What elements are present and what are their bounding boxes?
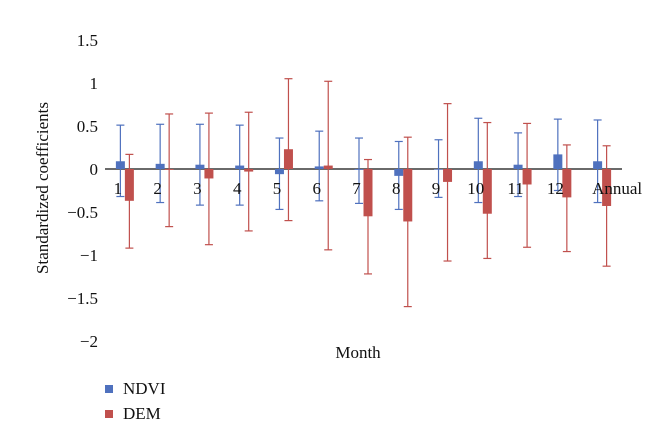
y-tick-label: −1.5 [67,289,98,308]
y-tick-label: 1.5 [77,31,98,50]
error-bar-ndvi [474,117,483,204]
x-tick-label: 6 [312,179,321,198]
x-tick-label: 8 [392,179,401,198]
error-bar-ndvi [156,123,165,204]
legend-item-dem: DEM [105,401,166,426]
y-tick-label: −0.5 [67,203,98,222]
error-bar-ndvi [593,119,602,204]
x-tick-label: 10 [467,179,484,198]
x-axis-label: Month [335,343,381,362]
legend-swatch-ndvi [105,384,113,393]
x-tick-label: 12 [547,179,564,198]
y-tick-label: 1 [90,74,99,93]
error-bar-ndvi [553,118,562,192]
legend: NDVI DEM [105,376,166,426]
error-bars-group [116,78,611,308]
error-bar-dem [602,145,611,267]
y-tick-label: −1 [80,246,98,265]
error-bar-ndvi [116,124,125,198]
x-axis-ticks: 1 2 3 4 5 6 7 8 9 10 11 12 Annual [114,179,643,198]
error-bar-ndvi [434,139,443,198]
error-bar-dem [364,158,372,275]
x-tick-label: 5 [273,179,282,198]
legend-item-ndvi: NDVI [105,376,166,401]
error-bar-dem [562,144,571,253]
error-bar-dem [483,121,492,260]
error-bar-dem [443,103,452,262]
error-bar-dem [324,80,333,251]
error-bar-dem [165,113,174,228]
error-bar-ndvi [315,130,324,202]
y-axis-label: Standardized coefficients [33,102,52,274]
error-bar-dem [125,153,134,249]
error-bar-dem [523,122,532,248]
error-bar-dem [204,112,213,246]
y-axis-ticks: 1.5 1 0.5 0 −0.5 −1 −1.5 −2 [67,31,98,351]
x-tick-label: 9 [432,179,441,198]
x-tick-label: 3 [193,179,202,198]
y-tick-label: 0 [90,160,99,179]
legend-label-ndvi: NDVI [123,378,166,398]
error-bar-ndvi [355,137,363,204]
error-bar-dem [284,78,293,222]
error-bar-ndvi [275,137,284,211]
x-tick-label: 11 [507,179,523,198]
legend-swatch-dem [105,409,113,418]
error-bar-ndvi [235,124,244,206]
y-tick-label: −2 [80,332,98,351]
x-tick-label: 7 [352,179,361,198]
bars-group [115,149,612,222]
error-bar-ndvi [195,123,204,206]
x-tick-label: 1 [114,179,123,198]
x-tick-label: 4 [233,179,242,198]
y-tick-label: 0.5 [77,117,98,136]
error-bar-dem [244,111,253,232]
error-bar-ndvi [394,140,403,211]
error-bar-dem [403,136,412,308]
legend-label-dem: DEM [123,403,161,423]
error-bar-ndvi [514,132,523,198]
x-tick-label: Annual [592,179,642,198]
x-tick-label: 2 [153,179,162,198]
